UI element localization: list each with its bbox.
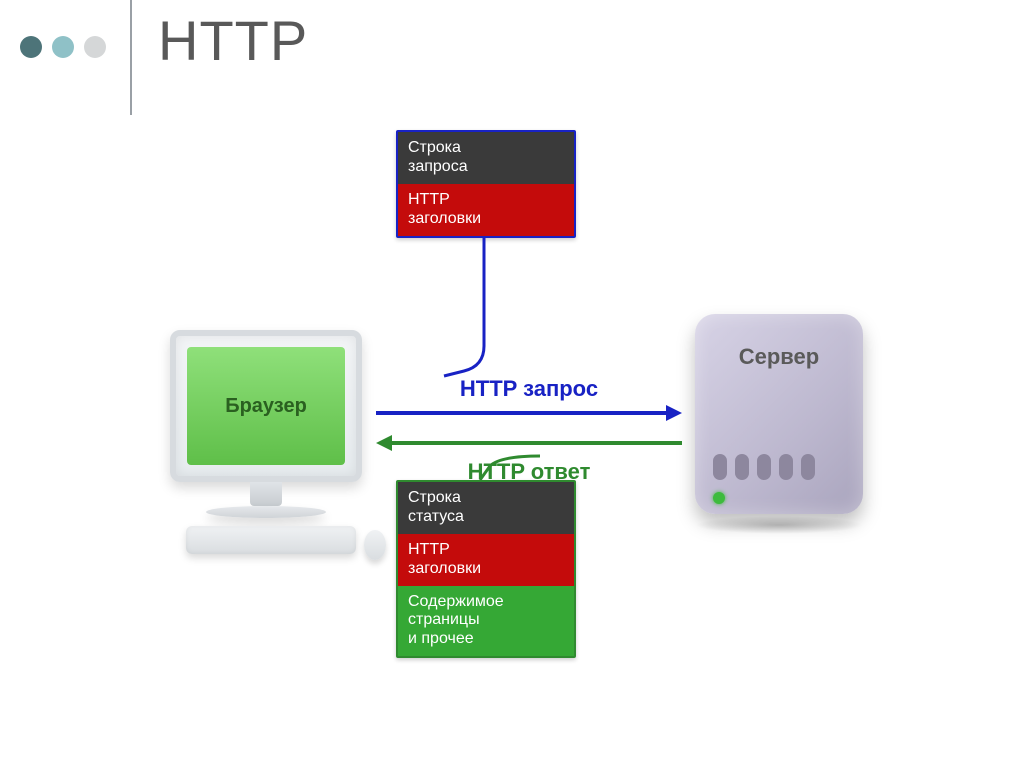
browser-label: Браузер <box>225 395 307 418</box>
title-rule <box>130 0 132 115</box>
request-arrow: HTTP запрос <box>374 376 684 429</box>
server-label: Сервер <box>695 344 863 370</box>
response-row-status-line: Строкастатуса <box>398 482 574 534</box>
dot-2 <box>52 36 74 58</box>
dot-3 <box>84 36 106 58</box>
arrow-right-icon <box>374 402 684 424</box>
response-row-headers: HTTPзаголовки <box>398 534 574 586</box>
response-callout <box>480 456 540 486</box>
request-row-status-line: Строказапроса <box>398 132 574 184</box>
mouse-icon <box>364 530 386 560</box>
server-vents <box>713 454 815 480</box>
monitor-stand <box>250 482 282 506</box>
monitor-base <box>206 506 326 518</box>
keyboard-icon <box>186 526 356 554</box>
server-led <box>713 492 725 504</box>
arrow-left-icon <box>374 432 684 454</box>
server-node: Сервер <box>694 314 864 534</box>
request-structure-box: Строказапроса HTTPзаголовки <box>396 130 576 238</box>
request-row-headers: HTTPзаголовки <box>398 184 574 236</box>
http-diagram: Браузер Сервер HTTP запрос HTTP <box>0 100 1024 760</box>
response-structure-box: Строкастатуса HTTPзаголовки Содержимоест… <box>396 480 576 658</box>
dot-1 <box>20 36 42 58</box>
server-icon: Сервер <box>695 314 863 514</box>
header-dots <box>20 36 106 58</box>
browser-node: Браузер <box>166 330 366 518</box>
request-callout <box>444 236 504 376</box>
page-title: HTTP <box>158 8 308 73</box>
server-shadow <box>695 516 863 534</box>
request-label: HTTP запрос <box>374 376 684 402</box>
browser-screen: Браузер <box>187 347 345 465</box>
response-row-body: Содержимоестраницыи прочее <box>398 586 574 657</box>
monitor-icon: Браузер <box>170 330 362 482</box>
